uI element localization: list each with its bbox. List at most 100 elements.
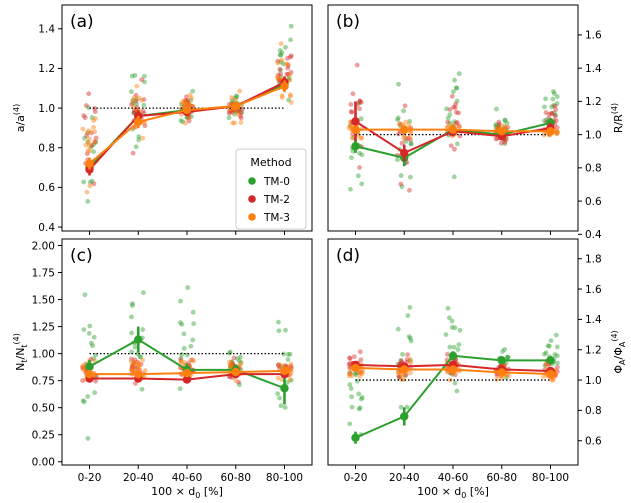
sample-point	[493, 124, 499, 130]
sample-point	[226, 115, 232, 121]
sample-point	[347, 365, 352, 371]
sample-point	[408, 137, 413, 143]
sample-point	[89, 115, 95, 120]
sample-point	[229, 109, 235, 115]
sample-point	[277, 395, 282, 401]
sample-point	[554, 128, 559, 134]
sample-point	[81, 179, 87, 185]
sample-point	[449, 93, 455, 99]
sample-point	[139, 386, 145, 392]
sample-point	[91, 356, 97, 362]
sample-point	[552, 113, 558, 119]
y-tick-label: 0.50	[32, 402, 55, 414]
sample-point	[502, 347, 508, 352]
sample-point	[449, 325, 455, 330]
mean-marker	[497, 368, 506, 377]
sample-point	[278, 59, 284, 65]
sample-point	[131, 361, 136, 367]
sample-point	[401, 108, 406, 114]
sample-point	[130, 363, 135, 369]
sample-point	[348, 155, 354, 161]
sample-point	[80, 363, 86, 369]
mean-marker	[497, 127, 506, 136]
sample-point	[133, 365, 138, 371]
sample-point	[85, 436, 91, 441]
sample-point	[81, 365, 87, 371]
sample-point	[452, 105, 458, 111]
sample-point	[238, 354, 243, 360]
sample-point	[278, 52, 284, 58]
sample-point	[134, 96, 139, 102]
sample-point	[133, 144, 139, 150]
sample-point	[288, 53, 294, 59]
sample-point	[447, 112, 453, 117]
sample-point	[85, 199, 91, 204]
legend-title: Method	[250, 156, 291, 169]
sample-point	[188, 114, 194, 119]
sample-point	[358, 116, 364, 122]
sample-point	[354, 62, 360, 68]
sample-point	[277, 77, 282, 82]
y-tick-label: 0.00	[32, 457, 55, 469]
sample-point	[129, 73, 135, 79]
sample-point	[233, 97, 239, 103]
y-tick-label: 1.8	[585, 254, 602, 266]
sample-point	[396, 370, 401, 376]
sample-point	[501, 123, 507, 129]
sample-point	[234, 94, 240, 100]
sample-point	[86, 105, 91, 111]
sample-point	[179, 100, 185, 106]
sample-point	[182, 101, 187, 107]
sample-point	[549, 110, 555, 116]
sample-point	[505, 124, 511, 130]
sample-point	[494, 123, 500, 129]
sample-point	[288, 70, 294, 75]
sample-point	[445, 124, 451, 130]
sample-point	[555, 364, 560, 370]
x-tick-label: 0-20	[344, 472, 368, 484]
sample-point	[357, 150, 362, 156]
sample-point	[92, 390, 98, 396]
sample-point	[227, 359, 232, 365]
sample-point	[135, 365, 141, 371]
sample-point	[401, 377, 407, 382]
sample-point	[227, 349, 233, 355]
sample-point	[83, 142, 89, 148]
panel-c: 0.00 0.25 0.50 0.75 1.00 1.25 1.50 1.75 2.00 0-20…	[12, 238, 313, 500]
sample-point	[454, 119, 460, 125]
sample-point	[445, 115, 451, 121]
sample-point	[349, 404, 355, 410]
sample-point	[277, 48, 283, 53]
sample-point	[188, 357, 194, 363]
sample-point	[452, 119, 457, 125]
sample-point	[395, 326, 401, 332]
sample-point	[288, 363, 294, 369]
sample-point	[142, 79, 147, 85]
sample-point	[358, 100, 364, 105]
sample-point	[184, 94, 189, 100]
sample-point	[129, 367, 134, 373]
sample-point	[80, 398, 86, 404]
sample-point	[230, 362, 236, 368]
sample-point	[494, 376, 500, 382]
sample-point	[140, 357, 146, 363]
sample-point	[129, 102, 134, 107]
sample-point	[141, 290, 146, 296]
sample-point	[85, 394, 91, 399]
sample-point	[456, 342, 462, 347]
sample-point	[405, 313, 411, 318]
sample-point	[408, 370, 413, 376]
x-tick-label: 80-100	[266, 472, 303, 484]
sample-point	[359, 135, 365, 141]
sample-point	[398, 404, 404, 410]
sample-point	[134, 101, 139, 107]
sample-point	[93, 116, 98, 121]
sample-point	[399, 140, 405, 146]
sample-point	[405, 135, 411, 141]
sample-point	[399, 358, 404, 364]
sample-point	[92, 106, 98, 111]
y-tick-label: 0.25	[32, 430, 55, 442]
sample-point	[229, 362, 235, 368]
y-tick-label: 1.50	[32, 294, 55, 306]
sample-point	[186, 100, 192, 106]
